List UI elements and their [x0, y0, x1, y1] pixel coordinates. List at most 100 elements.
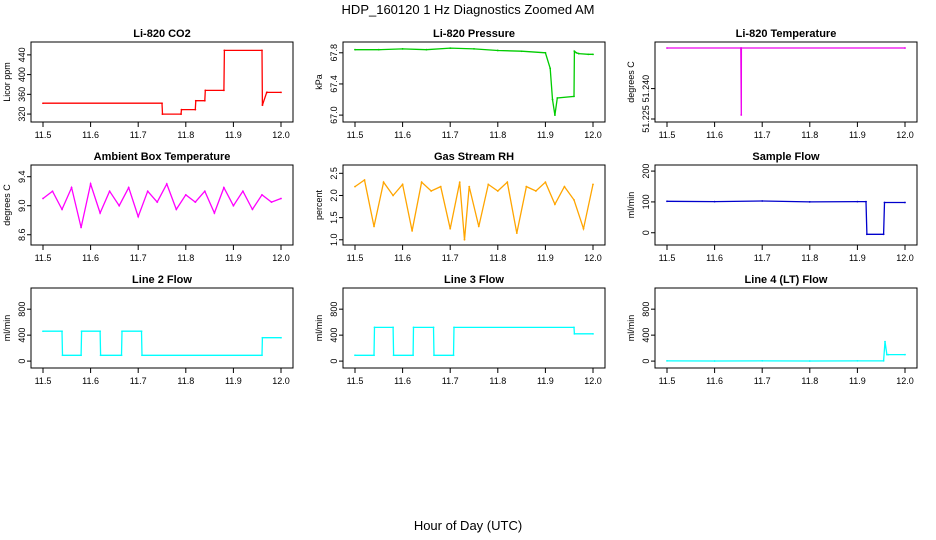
y-tick-label: 1.0	[329, 234, 339, 247]
x-tick-label: 11.8	[177, 376, 194, 386]
data-point	[425, 48, 428, 51]
x-tick-label: 11.8	[177, 130, 194, 140]
data-point	[180, 108, 183, 111]
data-point	[577, 52, 580, 55]
data-point	[412, 326, 415, 329]
y-tick-label: 0	[641, 230, 651, 235]
data-point	[554, 114, 556, 117]
data-point	[430, 190, 433, 192]
data-point	[156, 201, 159, 203]
data-point	[42, 102, 44, 105]
data-point	[666, 47, 668, 49]
data-point	[882, 360, 885, 362]
data-point	[515, 232, 518, 235]
data-point	[563, 185, 566, 188]
x-tick-label: 11.8	[489, 376, 506, 386]
x-tick-label: 12.0	[584, 130, 602, 140]
x-tick-label: 11.9	[849, 253, 866, 263]
x-tick-label: 11.8	[801, 253, 818, 263]
x-tick-label: 11.5	[347, 376, 364, 386]
x-tick-label: 11.7	[754, 253, 771, 263]
data-point	[280, 197, 282, 200]
data-point	[856, 360, 859, 362]
data-point	[432, 326, 435, 329]
data-point	[487, 183, 490, 186]
data-point	[740, 114, 743, 116]
y-tick-label: 360	[17, 87, 27, 102]
x-tick-label: 11.6	[706, 253, 723, 263]
series-line	[43, 49, 281, 115]
data-point	[592, 183, 594, 186]
panel-title: Line 2 Flow	[132, 274, 192, 286]
x-tick-label: 11.7	[130, 376, 147, 386]
y-tick-label: 100	[641, 194, 651, 209]
x-tick-label: 11.7	[442, 130, 459, 140]
plot-frame	[342, 41, 606, 123]
series-line	[355, 47, 593, 116]
data-point	[904, 201, 906, 204]
y-tick-label: 67.4	[329, 75, 339, 93]
y-tick-label: 800	[329, 302, 339, 317]
data-point	[556, 97, 559, 99]
y-axis-label: ml/min	[626, 315, 636, 342]
data-point	[573, 199, 575, 201]
x-tick-label: 11.7	[442, 376, 459, 386]
x-tick-label: 11.6	[82, 253, 99, 263]
data-point	[544, 51, 547, 54]
y-axis-label: degrees C	[626, 61, 636, 103]
data-point	[884, 340, 886, 343]
data-point	[449, 227, 452, 230]
data-point	[354, 185, 356, 188]
data-point	[377, 48, 380, 51]
x-tick-label: 11.5	[35, 376, 52, 386]
data-point	[808, 360, 811, 362]
x-tick-label: 11.7	[442, 253, 459, 263]
x-tick-label: 11.6	[82, 130, 99, 140]
y-tick-label: 67.8	[329, 44, 339, 62]
y-tick-label: 400	[17, 67, 27, 82]
data-point	[42, 330, 44, 333]
data-point	[740, 47, 743, 49]
y-tick-label: 0	[641, 359, 651, 364]
data-point	[496, 190, 499, 192]
y-tick-label: 2.0	[329, 189, 339, 202]
data-point	[146, 190, 149, 193]
data-point	[496, 49, 499, 52]
series-line	[666, 200, 905, 235]
data-point	[161, 102, 163, 105]
x-tick-label: 12.0	[272, 130, 290, 140]
x-tick-label: 11.7	[754, 376, 771, 386]
chart-panel-5: Gas Stream RH percent 11.5 11.6 11.7 11.8 11.9…	[314, 151, 606, 263]
data-point	[392, 194, 394, 197]
data-point	[904, 353, 906, 356]
data-point	[261, 354, 263, 357]
y-tick-label: 67.0	[329, 106, 339, 124]
y-axis-label: degrees C	[2, 184, 12, 226]
chart-panel-6: Sample Flow ml/min 11.5 11.6 11.7 11.8 11.9 12.…	[626, 151, 918, 263]
data-point	[549, 67, 552, 70]
y-tick-label: 400	[329, 328, 339, 343]
data-point	[127, 186, 130, 189]
data-point	[534, 190, 537, 192]
data-point	[573, 332, 576, 335]
data-point	[449, 47, 452, 50]
panel-title: Li-820 Temperature	[736, 28, 837, 40]
panel-title: Gas Stream RH	[434, 151, 514, 163]
data-point	[261, 49, 263, 52]
data-point	[108, 190, 111, 193]
data-point	[261, 193, 263, 196]
x-axis-caption: Hour of Day (UTC)	[413, 518, 523, 533]
y-tick-label: 400	[17, 328, 27, 343]
x-tick-label: 11.5	[659, 376, 676, 386]
data-point	[420, 181, 423, 184]
plot-frame	[654, 287, 918, 369]
y-tick-label: 51.240	[641, 75, 651, 103]
data-point	[373, 354, 375, 357]
x-tick-label: 11.6	[82, 376, 99, 386]
x-tick-label: 11.6	[394, 253, 411, 263]
data-point	[886, 353, 888, 356]
data-point	[194, 99, 197, 102]
data-point	[865, 200, 867, 203]
data-point	[137, 215, 140, 218]
data-point	[411, 230, 414, 232]
